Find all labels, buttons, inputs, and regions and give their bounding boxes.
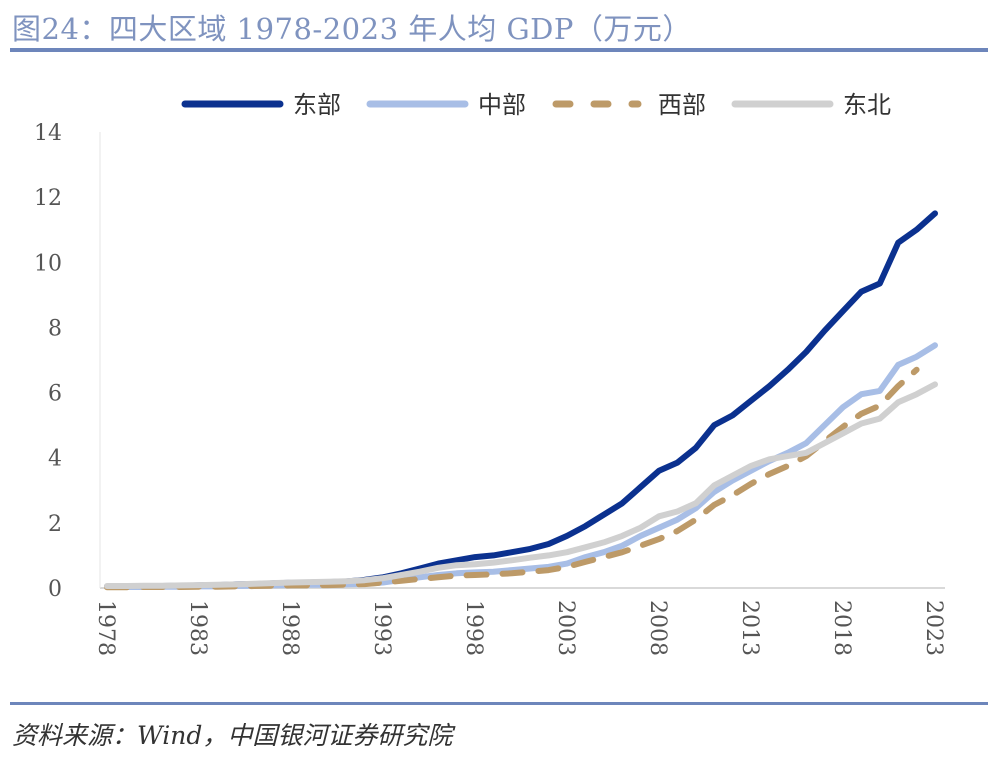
y-tick-label: 10	[34, 251, 62, 276]
legend-label: 东部	[293, 91, 341, 119]
legend-label: 东北	[843, 91, 891, 119]
x-tick-label: 2018	[829, 600, 854, 656]
x-tick-label: 1998	[461, 600, 486, 656]
series-line-3	[104, 381, 938, 589]
x-tick-label: 1988	[277, 600, 302, 656]
y-tick-label: 8	[48, 316, 62, 341]
x-tick-label: 1993	[369, 600, 394, 656]
y-tick-label: 4	[48, 447, 62, 472]
y-tick-label: 14	[34, 121, 62, 146]
x-tick-label: 1978	[93, 600, 118, 656]
footer-divider	[10, 702, 988, 705]
series-line-2	[104, 366, 920, 591]
y-tick-label: 6	[48, 382, 62, 407]
figure-title: 图24：四大区域 1978-2023 年人均 GDP（万元）	[12, 12, 692, 46]
title-divider	[10, 48, 988, 52]
y-tick-label: 12	[34, 186, 62, 211]
x-tick-label: 2008	[645, 600, 670, 656]
source-note: 资料来源：Wind，中国银河证券研究院	[12, 721, 453, 750]
x-tick-label: 2023	[921, 600, 946, 656]
y-tick-label: 0	[48, 577, 62, 602]
x-tick-label: 2013	[737, 600, 762, 656]
legend-label: 中部	[478, 91, 526, 119]
x-tick-label: 1983	[185, 600, 210, 656]
x-tick-label: 2003	[553, 600, 578, 656]
legend-label: 西部	[658, 91, 706, 119]
y-tick-label: 2	[48, 512, 62, 537]
series-line-0	[104, 210, 938, 590]
line-chart: 0 2 4 6 8 10 12 14 1978 1983 1988 1993 1998 2003 2008 2…	[34, 91, 946, 656]
